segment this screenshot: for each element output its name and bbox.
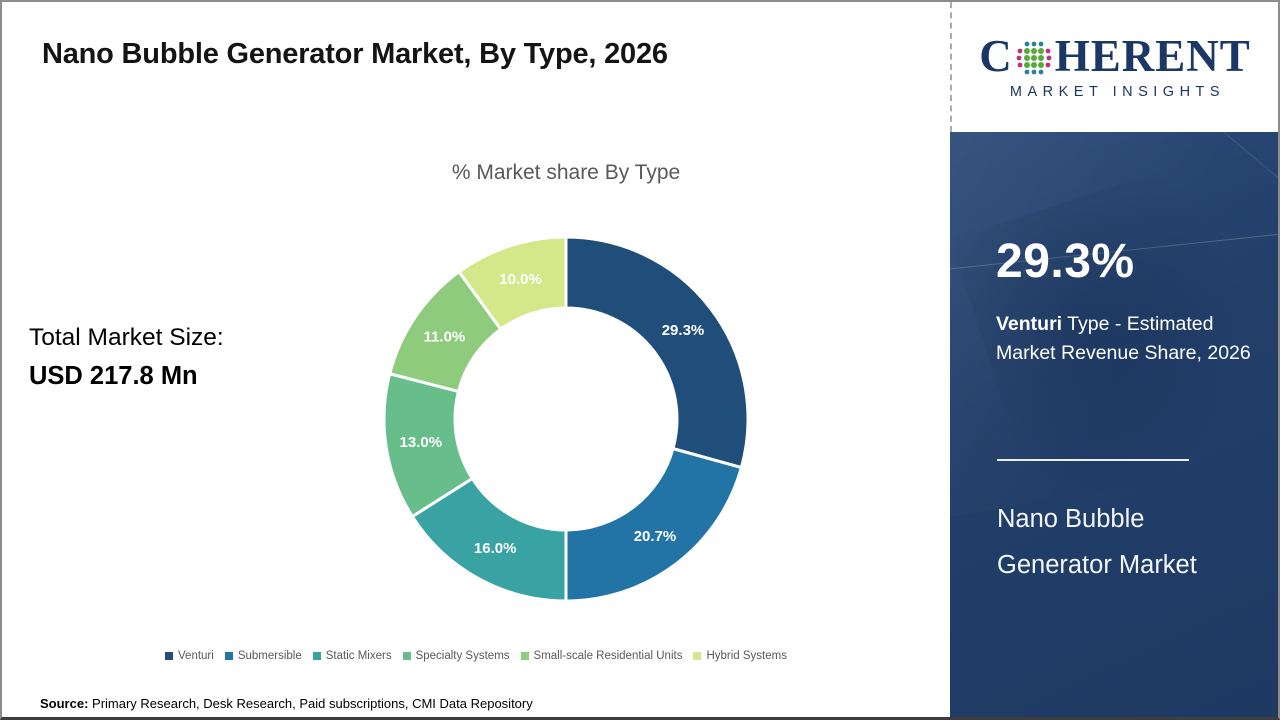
brand-letters-herent: HERENT [1054, 31, 1251, 81]
total-market-size-label: Total Market Size: [29, 324, 224, 351]
market-name-line: Generator Market [997, 550, 1197, 579]
globe-dot [1031, 69, 1037, 74]
globe-dot [1045, 48, 1051, 53]
source-note: Source: Primary Research, Desk Research,… [40, 696, 533, 711]
globe-dot [1017, 62, 1023, 67]
globe-dot [1023, 47, 1030, 54]
legend-label: Small-scale Residential Units [533, 650, 683, 662]
donut-segment-venturi [564, 235, 750, 470]
side-panel: 29.3% Venturi Type - Estimated Market Re… [950, 132, 1278, 717]
legend-item: Hybrid Systems [693, 650, 787, 662]
globe-dot [1023, 54, 1030, 61]
globe-dot [1030, 54, 1037, 61]
total-market-size: Total Market Size: USD 217.8 Mn [29, 324, 224, 391]
source-text: Primary Research, Desk Research, Paid su… [92, 696, 533, 711]
legend-swatch [312, 652, 321, 660]
legend-label: Hybrid Systems [706, 650, 787, 662]
donut-label: 10.0% [499, 271, 542, 288]
brand-wordmark: C HERENT [979, 34, 1251, 79]
page-title: Nano Bubble Generator Market, By Type, 2… [42, 38, 668, 70]
highlight-description-lead: Venturi [996, 313, 1063, 335]
globe-dot [1016, 55, 1022, 60]
donut-label: 13.0% [400, 434, 443, 451]
source-label: Source: [40, 696, 89, 711]
legend-label: Venturi [178, 650, 214, 662]
legend-swatch [165, 652, 174, 660]
highlight-description: Venturi Type - Estimated Market Revenue … [996, 310, 1252, 369]
panel-divider [997, 459, 1189, 461]
legend-swatch [402, 652, 411, 660]
legend-item: Venturi [165, 650, 214, 662]
globe-dot [1030, 61, 1037, 68]
legend-item: Small-scale Residential Units [520, 650, 683, 662]
donut-label: 16.0% [474, 540, 517, 557]
globe-dot [1045, 62, 1051, 67]
legend-item: Specialty Systems [402, 650, 510, 662]
brand-tagline: MARKET INSIGHTS [1009, 84, 1226, 100]
legend-swatch [520, 652, 529, 660]
globe-dot [1030, 47, 1037, 54]
donut-label: 11.0% [424, 328, 466, 345]
globe-dot [1038, 69, 1044, 74]
globe-dot [1038, 41, 1044, 46]
market-name: Nano Bubble Generator Market [997, 497, 1197, 589]
globe-dot [1023, 61, 1030, 68]
legend-label: Specialty Systems [415, 650, 510, 662]
donut-chart: 29.3% 20.7% 16.0% 13.0% 11.0% 10.0% [382, 235, 750, 603]
legend-swatch [693, 652, 702, 660]
chart-legend: Venturi Submersible Static Mixers Specialty… [2, 650, 950, 662]
donut-label: 29.3% [662, 322, 705, 339]
globe-dot [1031, 41, 1037, 46]
market-name-line: Nano Bubble [997, 505, 1145, 533]
legend-item: Static Mixers [312, 650, 392, 662]
logo-globe-icon [1016, 41, 1052, 74]
total-market-size-value: USD 217.8 Mn [29, 362, 198, 390]
highlight-percentage: 29.3% [996, 235, 1135, 288]
brand-logo: C HERENT MARKET INSIGHTS [950, 2, 1278, 132]
donut-segment-submersible [564, 447, 743, 603]
globe-dot [1017, 48, 1023, 53]
globe-dot [1037, 54, 1044, 61]
donut-label: 20.7% [634, 528, 677, 545]
globe-dot [1024, 69, 1030, 74]
brand-letter-c: C [979, 31, 1013, 81]
legend-swatch [224, 652, 233, 660]
globe-dot [1046, 55, 1052, 60]
chart-title: % Market share By Type [451, 161, 681, 184]
donut-segment-hybrid-systems [457, 235, 568, 331]
globe-dot [1037, 61, 1044, 68]
legend-label: Submersible [237, 650, 302, 662]
globe-dot [1024, 41, 1030, 46]
globe-dot [1037, 47, 1044, 54]
side-panel-content: 29.3% Venturi Type - Estimated Market Re… [950, 132, 1278, 717]
highlight-description-rest: Type - Estimated Market Revenue Share, 2… [996, 313, 1251, 365]
legend-item: Submersible [224, 650, 302, 662]
legend-label: Static Mixers [325, 650, 392, 662]
